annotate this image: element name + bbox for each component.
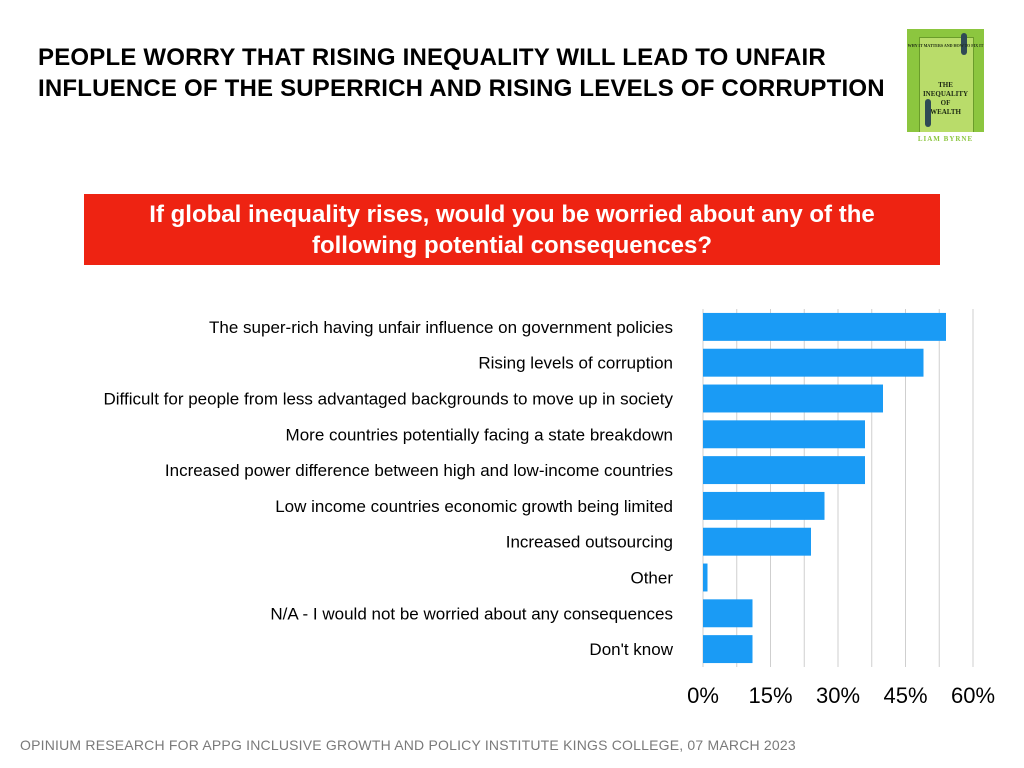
category-label: Don't know <box>589 640 673 659</box>
category-label: Increased power difference between high … <box>165 461 673 480</box>
x-tick-label: 45% <box>883 683 927 708</box>
page-title: PEOPLE WORRY THAT RISING INEQUALITY WILL… <box>38 44 885 102</box>
bar <box>703 527 811 556</box>
bar <box>703 456 865 485</box>
book-cover-figure-bottom <box>925 99 931 127</box>
bar <box>703 599 753 628</box>
category-label: N/A - I would not be worried about any c… <box>270 604 673 623</box>
bar <box>703 312 946 341</box>
category-label: More countries potentially facing a stat… <box>286 425 673 444</box>
book-cover-title-3: OF <box>940 99 951 107</box>
book-cover-figure-top <box>961 33 967 55</box>
bar <box>703 635 753 664</box>
category-label: The super-rich having unfair influence o… <box>209 318 673 337</box>
bar-chart: The super-rich having unfair influence o… <box>104 309 995 708</box>
bar <box>703 420 865 449</box>
bar <box>703 348 924 377</box>
bar <box>703 491 825 520</box>
book-cover-title-4: WEALTH <box>930 108 961 116</box>
book-cover-tagline: WHY IT MATTERS AND HOW TO FIX IT <box>907 43 984 48</box>
x-tick-label: 60% <box>951 683 995 708</box>
bar <box>703 563 708 592</box>
category-label: Rising levels of corruption <box>478 354 673 373</box>
category-label: Increased outsourcing <box>506 533 673 552</box>
survey-question-banner: If global inequality rises, would you be… <box>84 194 940 265</box>
category-label: Low income countries economic growth bei… <box>275 497 673 516</box>
bar <box>703 384 883 413</box>
category-label: Other <box>630 569 673 588</box>
book-cover-image: WHY IT MATTERS AND HOW TO FIX IT THE INE… <box>907 29 984 147</box>
category-label: Difficult for people from less advantage… <box>104 390 674 409</box>
survey-question-text: If global inequality rises, would you be… <box>149 200 875 259</box>
x-tick-label: 15% <box>748 683 792 708</box>
source-footnote: OPINIUM RESEARCH FOR APPG INCLUSIVE GROW… <box>20 737 796 753</box>
x-tick-label: 30% <box>816 683 860 708</box>
book-cover-title-2: INEQUALITY <box>922 90 969 98</box>
x-tick-label: 0% <box>687 683 719 708</box>
book-cover-author: LIAM BYRNE <box>907 132 984 147</box>
book-cover-title-1: THE <box>938 81 953 89</box>
